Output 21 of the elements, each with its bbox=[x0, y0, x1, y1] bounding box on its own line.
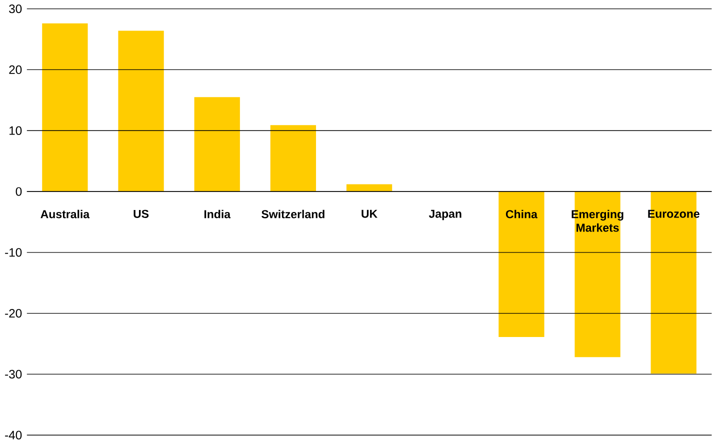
x-tick-label: US bbox=[134, 210, 149, 218]
y-tick-label: -20 bbox=[5, 309, 22, 318]
y-tick-label: 0 bbox=[16, 187, 22, 196]
bar bbox=[270, 125, 316, 192]
y-tick-label: -30 bbox=[5, 370, 22, 379]
bar bbox=[194, 97, 240, 192]
bar bbox=[42, 23, 88, 192]
bar bbox=[498, 192, 544, 338]
x-tick-label: India bbox=[204, 210, 231, 218]
bar bbox=[118, 30, 164, 192]
x-tick-label: Australia bbox=[40, 210, 90, 218]
x-tick-label: Japan bbox=[428, 210, 462, 220]
y-tick-label: -10 bbox=[5, 248, 22, 257]
y-tick-label: 10 bbox=[10, 126, 22, 135]
y-tick-label: -40 bbox=[5, 430, 22, 440]
y-tick-label: 20 bbox=[9, 65, 22, 74]
x-tick-label: China bbox=[506, 210, 538, 218]
x-tick-label: UK bbox=[362, 210, 378, 218]
x-tick-label: Switzerland bbox=[262, 210, 324, 218]
bar bbox=[346, 184, 392, 192]
y-tick-label: 30 bbox=[9, 4, 22, 14]
